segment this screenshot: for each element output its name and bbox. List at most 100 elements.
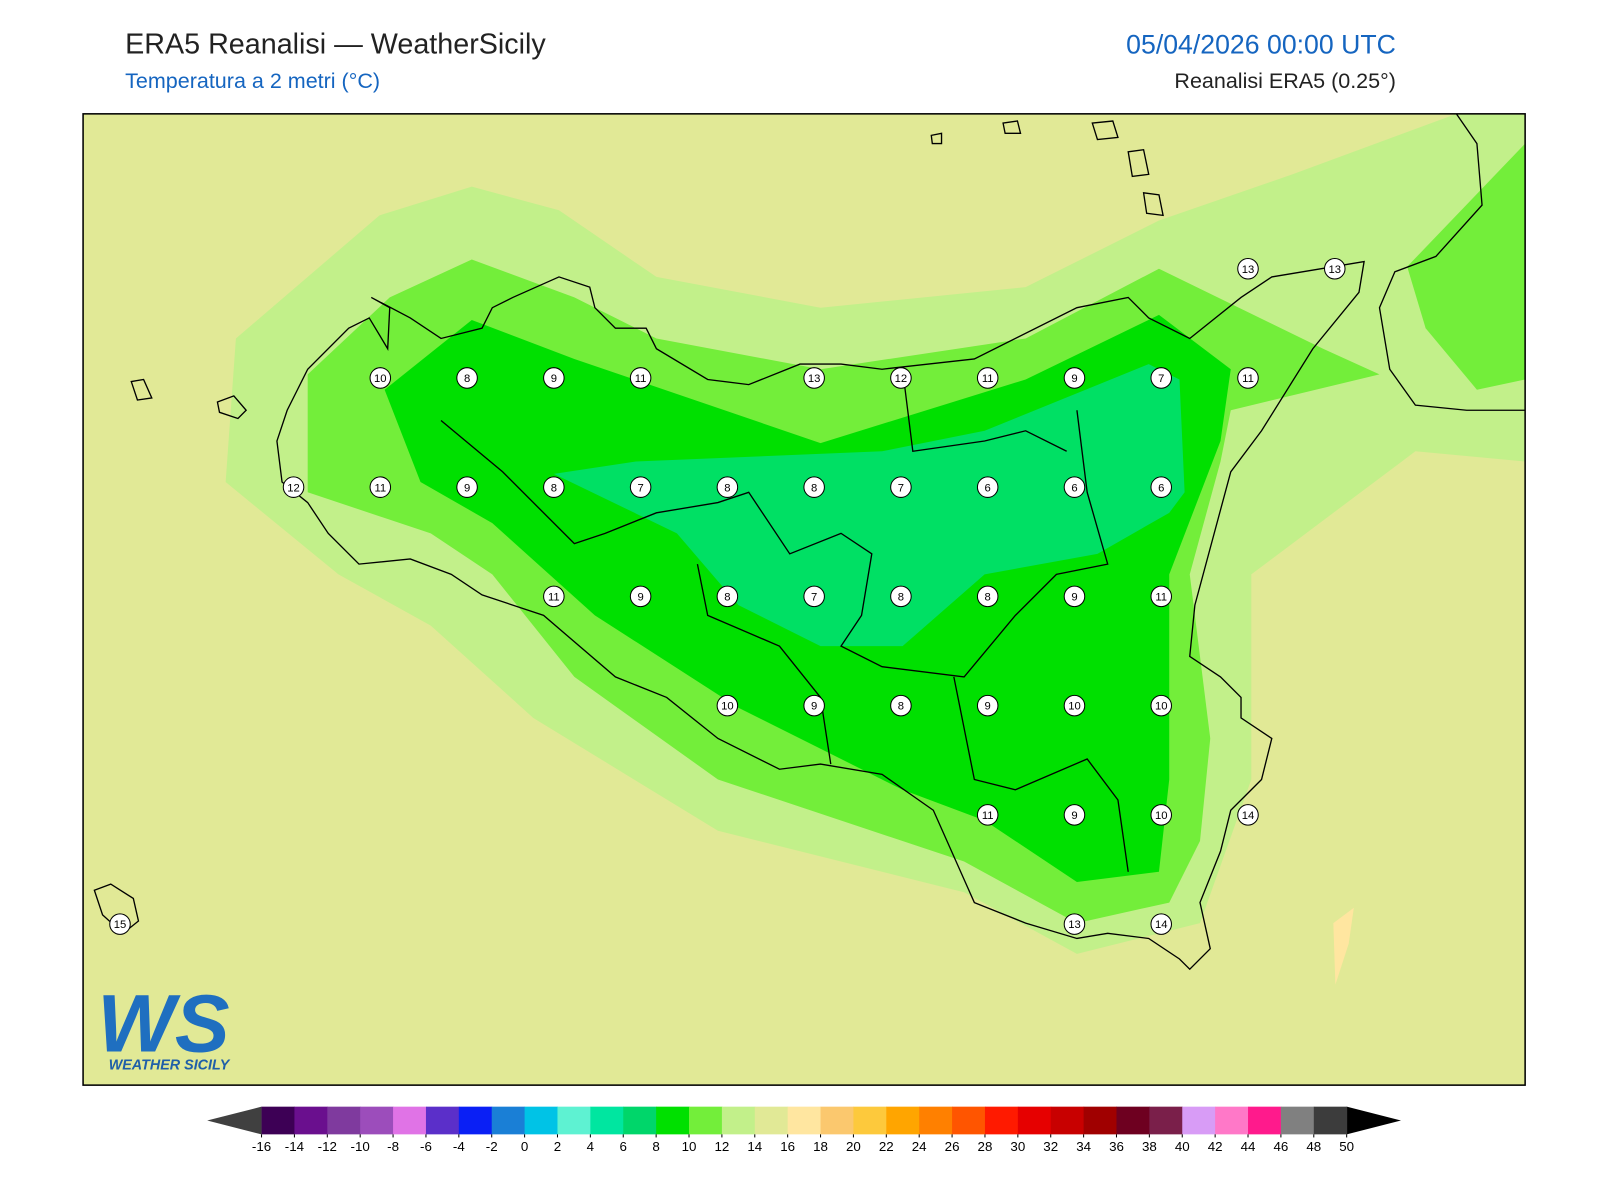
station-marker [629,585,652,608]
calabria-coast [1378,113,1526,411]
station-marker [1237,804,1259,826]
station-marker [716,694,739,717]
logo-name: WEATHER SICILY [109,1058,231,1074]
station-value: 10 [721,701,734,713]
logo-mark: WS [97,978,229,1069]
coastline [276,260,1365,971]
colorbar-bin [590,1106,624,1135]
station-marker [890,367,912,389]
station-value: 10 [1068,701,1081,713]
station-marker [890,694,912,717]
station-marker [1063,913,1086,935]
colorbar-tick-label: 8 [652,1139,659,1154]
station-value: 11 [982,810,994,822]
map-frame [82,113,1526,1086]
colorbar-tick-label: 34 [1076,1139,1091,1154]
colorbar-bin [425,1106,460,1135]
station-value: 13 [808,373,821,385]
colorbar-bin [1116,1106,1150,1135]
station-value: 15 [114,919,127,931]
colorbar-tick-label: 46 [1273,1139,1288,1154]
station-value: 10 [374,373,387,385]
station-value: 8 [898,592,904,604]
station-value: 8 [464,373,470,385]
station-marker [1237,257,1259,280]
station-marker [716,476,739,498]
colorbar-tick-label: 20 [846,1139,861,1154]
colorbar-tick-label: 0 [521,1139,528,1154]
station-value: 9 [1071,810,1077,822]
colorbar-tick-label: -4 [453,1139,465,1154]
colorbar-tick-label: 48 [1306,1139,1321,1154]
station-value: 12 [287,482,300,494]
colorbar-tick-label: 4 [587,1139,595,1154]
colorbar-bin [393,1106,427,1135]
station-value: 9 [985,701,991,713]
station-marker [803,585,825,608]
station-marker [1324,257,1346,280]
province-border [440,369,1129,872]
field-16 [1333,907,1354,985]
colorbar-bin [886,1106,920,1135]
station-value: 11 [635,373,647,385]
colorbar-tick-label: 24 [912,1139,927,1154]
colorbar-tick-label: 38 [1142,1139,1157,1154]
colorbar-bin [458,1106,493,1135]
station-marker [369,476,392,498]
colorbar-bin [557,1106,591,1135]
colorbar-under [207,1106,262,1135]
station-value: 11 [982,373,994,385]
colorbar-tick-label: 36 [1109,1139,1124,1154]
station-value: 11 [548,592,560,604]
colorbar-tick-label: 10 [682,1139,697,1154]
station-value: 8 [551,482,557,494]
station-marker [1237,367,1259,389]
station-value: 8 [724,592,730,604]
colorbar-bin [853,1106,887,1135]
colorbar-tick-label: -8 [387,1139,399,1154]
station-value: 9 [811,701,817,713]
station-marker [543,476,565,498]
station-marker [1063,694,1086,717]
station-marker [629,367,652,389]
colorbar-tick-label: 40 [1175,1139,1190,1154]
colorbar-bin [1215,1106,1249,1135]
colorbar-over [1346,1106,1402,1135]
colorbar-bin [656,1106,690,1135]
colorbar-bin [1083,1106,1118,1135]
colorbar-tick-label: -2 [486,1139,498,1154]
colorbar-tick-label: 28 [978,1139,993,1154]
colorbar-tick-label: 32 [1043,1139,1058,1154]
field-10 [1407,143,1526,390]
colorbar-bin [1182,1106,1216,1135]
station-value: 8 [724,482,730,494]
colorbar-bin [984,1106,1019,1135]
field-6 [553,364,1185,647]
station-value: 12 [895,373,908,385]
colorbar-tick-label: 42 [1208,1139,1223,1154]
station-marker [803,694,825,717]
station-marker [803,476,825,498]
station-marker [629,476,652,498]
station-marker [1063,367,1086,389]
colorbar-tick-label: 22 [879,1139,894,1154]
colorbar-tick-label: -10 [351,1139,370,1154]
colorbar-bin [787,1106,822,1135]
station-value: 6 [1158,482,1164,494]
colorbar-bin [754,1106,789,1135]
colorbar-tick-label: 12 [714,1139,729,1154]
colorbar-tick-label: -12 [318,1139,337,1154]
colorbar-tick-label: 2 [554,1139,561,1154]
station-marker [890,585,912,608]
map-area [83,113,1526,1086]
station-marker [1150,804,1172,826]
island [93,120,1164,935]
colorbar-bin [1017,1106,1052,1135]
station-marker [282,476,305,498]
station-value: 10 [1155,810,1168,822]
colorbar-tick-label: 44 [1241,1139,1256,1154]
colorbar-bin [261,1106,295,1135]
station-value: 13 [1242,264,1255,276]
colorbar-tick-label: -6 [420,1139,432,1154]
